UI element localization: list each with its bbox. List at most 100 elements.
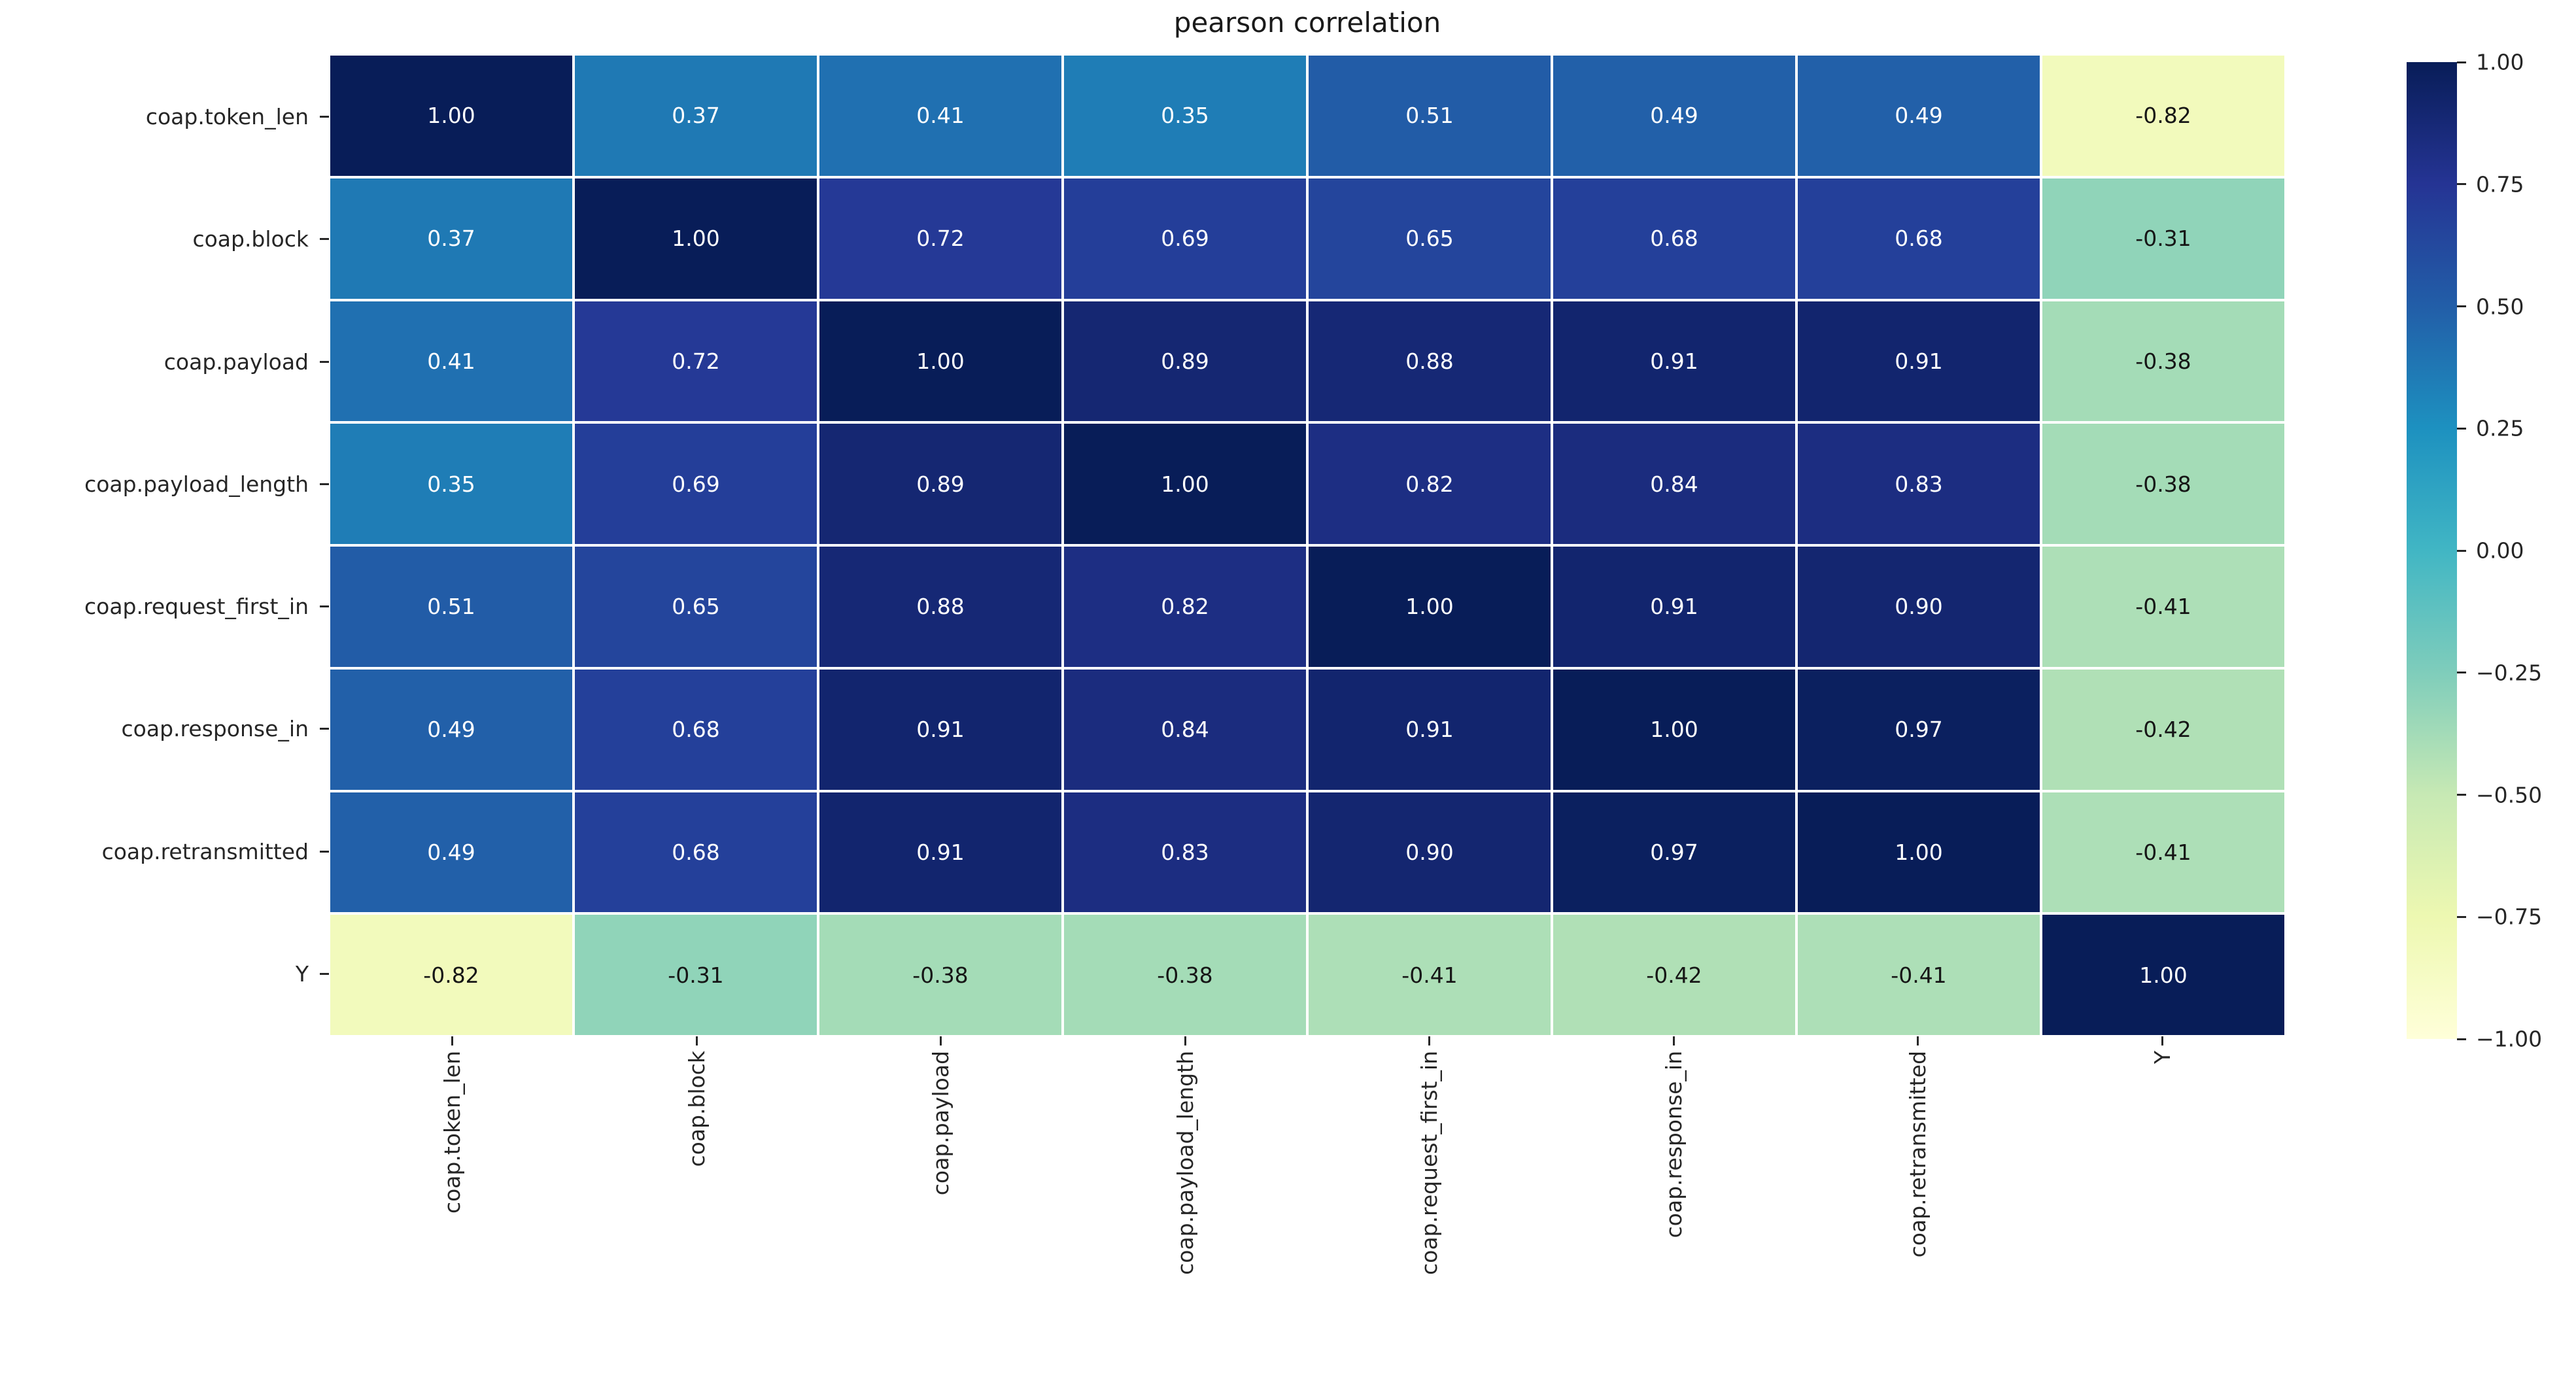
colorbar-tick-label: −0.75 [2476,904,2543,930]
heatmap-cell: 0.41 [819,56,1061,176]
colorbar-tick-label: −0.25 [2476,660,2543,686]
y-tick-label: coap.token_len [145,104,309,130]
heatmap-cell: 1.00 [2042,915,2284,1035]
heatmap-cell: 0.51 [1309,56,1551,176]
heatmap-cell: 0.68 [575,792,817,913]
heatmap-cell: 0.83 [1798,424,2040,544]
x-tick-mark [940,1036,942,1046]
x-tick-mark [1672,1036,1675,1046]
heatmap-cell: 0.88 [1309,301,1551,422]
heatmap-cell: -0.38 [1064,915,1306,1035]
heatmap-cell: 0.49 [330,792,572,913]
heatmap-cell: 0.91 [819,669,1061,790]
x-tick-label-slot: coap.retransmitted [1796,1051,2040,1374]
colorbar-tick-label: −1.00 [2476,1026,2543,1052]
heatmap-cell: 1.00 [1064,424,1306,544]
x-tick-label-slot: coap.response_in [1552,1051,1796,1374]
heatmap-cell: 0.72 [819,178,1061,299]
heatmap-cell: 0.84 [1553,424,1795,544]
heatmap-cell: -0.31 [575,915,817,1035]
y-tick-mark [320,483,329,485]
heatmap-cell: 0.37 [575,56,817,176]
heatmap-cell: 1.00 [330,56,572,176]
heatmap-cell: 0.49 [1553,56,1795,176]
x-tick-mark [1917,1036,1919,1046]
heatmap-cell: 1.00 [1798,792,2040,913]
y-tick-label: coap.payload_length [84,471,309,497]
colorbar-tick-mark [2457,915,2466,918]
heatmap-cell: 0.65 [1309,178,1551,299]
heatmap-cell: 0.89 [1064,301,1306,422]
heatmap-cell: 0.91 [1553,301,1795,422]
colorbar-tick-label: 0.25 [2476,415,2524,441]
y-axis-ticks [320,56,329,1035]
heatmap: 1.00 0.37 0.41 0.35 0.51 0.49 0.49 -0.82 0.37 1.0… [330,56,2284,1035]
heatmap-cell: -0.38 [2042,424,2284,544]
colorbar-gradient [2407,62,2457,1039]
heatmap-cell: 0.91 [1798,301,2040,422]
x-tick-label: Y [2149,1051,2175,1064]
colorbar-tick-mark [2457,1038,2466,1040]
heatmap-cell: 0.91 [1309,669,1551,790]
heatmap-cell: 1.00 [1309,547,1551,667]
heatmap-cell: 0.37 [330,178,572,299]
x-tick-label-slot: coap.request_first_in [1307,1051,1552,1374]
y-tick-label: coap.request_first_in [84,594,309,620]
heatmap-cell: 0.72 [575,301,817,422]
colorbar-tick-mark [2457,427,2466,430]
heatmap-cell: 0.82 [1064,547,1306,667]
heatmap-cell: 0.90 [1309,792,1551,913]
x-tick-label: coap.payload_length [1172,1051,1198,1275]
heatmap-cell: 0.82 [1309,424,1551,544]
heatmap-cell: 0.97 [1798,669,2040,790]
heatmap-cell: 1.00 [575,178,817,299]
y-tick-mark [320,605,329,608]
x-tick-label-slot: coap.payload [819,1051,1063,1374]
heatmap-cell: 0.68 [575,669,817,790]
x-axis-ticks [330,1036,2284,1046]
x-axis-labels: coap.token_len coap.block coap.payload coap… [330,1051,2284,1374]
heatmap-cell: 0.35 [1064,56,1306,176]
heatmap-cell: -0.31 [2042,178,2284,299]
heatmap-cell: -0.41 [1798,915,2040,1035]
heatmap-cell: 0.51 [330,547,572,667]
heatmap-cell: -0.41 [2042,547,2284,667]
heatmap-cell: 0.41 [330,301,572,422]
x-tick-mark [1428,1036,1431,1046]
x-tick-label: coap.payload [928,1051,954,1196]
heatmap-cell: 0.97 [1553,792,1795,913]
colorbar-tick-mark [2457,183,2466,186]
y-axis-labels: coap.token_len coap.block coap.payload coap… [0,56,309,1035]
heatmap-cell: 1.00 [819,301,1061,422]
heatmap-cell: 0.91 [819,792,1061,913]
heatmap-cell: 0.90 [1798,547,2040,667]
heatmap-cell: -0.38 [819,915,1061,1035]
x-tick-mark [2161,1036,2163,1046]
heatmap-cell: 0.83 [1064,792,1306,913]
heatmap-cell: 0.35 [330,424,572,544]
y-tick-mark [320,850,329,853]
heatmap-cell: -0.41 [2042,792,2284,913]
heatmap-cell: 0.89 [819,424,1061,544]
x-tick-label-slot: Y [2040,1051,2285,1374]
heatmap-cell: 0.69 [1064,178,1306,299]
colorbar-tick-mark [2457,305,2466,307]
heatmap-cell: 0.49 [330,669,572,790]
colorbar-tick-label: 0.50 [2476,294,2524,319]
heatmap-cell: -0.42 [2042,669,2284,790]
colorbar-tick-mark [2457,672,2466,674]
y-tick-label: Y [295,960,309,987]
colorbar-tick-label: 0.00 [2476,537,2524,564]
colorbar-tick-label: −0.50 [2476,782,2543,808]
x-tick-mark [451,1036,454,1046]
heatmap-cell: 0.88 [819,547,1061,667]
x-tick-label-slot: coap.payload_length [1063,1051,1308,1374]
heatmap-cell: 0.69 [575,424,817,544]
x-tick-label-slot: coap.token_len [330,1051,575,1374]
heatmap-cell: -0.82 [2042,56,2284,176]
colorbar-tick-labels: 1.00 0.75 0.50 0.25 0.00 −0.25 −0.50 −0.75 −1.00 [2476,50,2574,1052]
y-tick-label: coap.block [192,226,309,252]
heatmap-cell: 0.65 [575,547,817,667]
y-tick-label: coap.retransmitted [101,838,309,864]
colorbar-tick-label: 1.00 [2476,49,2524,75]
